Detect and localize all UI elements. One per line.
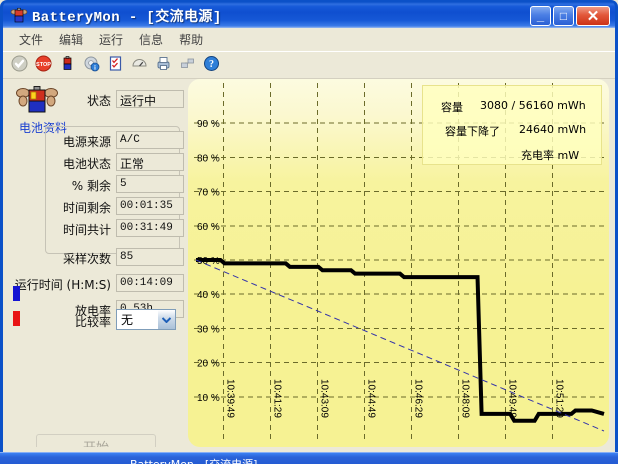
app-battery-icon — [10, 7, 28, 25]
stop-icon: STOP — [35, 55, 52, 75]
legend-charge-rate-label: 充电率 mW — [521, 149, 580, 162]
x-axis-tick: 10:48:09 — [459, 379, 470, 418]
window-controls: _ □ ✕ — [530, 6, 610, 26]
legend-drop-value: 24640 mWh — [519, 123, 587, 136]
menu-help[interactable]: 帮助 — [179, 33, 204, 47]
percent-remaining-value: 5 — [116, 175, 184, 193]
discharge-rate-label: 放电率 — [74, 304, 111, 318]
y-axis-tick: 70 % — [197, 188, 220, 199]
menu-run[interactable]: 运行 — [99, 33, 124, 47]
compare-rate-value: 无 — [121, 313, 134, 327]
print-icon — [155, 55, 172, 75]
taskbar: BatteryMon - [交流电源] — [0, 452, 618, 464]
x-axis-tick: 10:39:49 — [224, 379, 235, 418]
chart-canvas: 90 %80 %70 %60 %50 %40 %30 %20 %10 % 10:3… — [194, 83, 605, 439]
discharge-rate-swatch — [13, 286, 20, 301]
legend-capacity-value: 3080 / 56160 mWh — [480, 99, 586, 112]
frame-bottom-filler — [3, 447, 615, 453]
toolbar: STOP i — [3, 52, 615, 79]
maximize-button[interactable]: □ — [553, 6, 574, 26]
samples-label: 采样次数 — [62, 252, 111, 266]
runtime-label: 运行时间 (H:M:S) — [14, 278, 111, 292]
percent-remaining-label: % 剩余 — [71, 179, 111, 193]
taskbar-item-batterymon[interactable]: BatteryMon - [交流电源] — [130, 456, 257, 464]
x-axis-tick: 10:41:29 — [271, 379, 282, 418]
compare-rate-dropdown[interactable]: 无 — [116, 309, 176, 330]
minimize-icon: _ — [536, 8, 545, 23]
time-total-label: 时间共计 — [62, 223, 111, 237]
battery-status-value: 正常 — [116, 153, 184, 171]
time-remaining-label: 时间剩余 — [62, 201, 111, 215]
battery-info-label: 电池资料 — [19, 121, 68, 135]
y-axis-tick: 10 % — [197, 393, 220, 404]
window-title: BatteryMon - [交流电源] — [32, 10, 222, 26]
toolbar-start-button[interactable] — [8, 54, 30, 76]
close-icon: ✕ — [586, 7, 600, 25]
legend-capacity-label: 容量 — [441, 101, 463, 114]
y-axis-tick: 20 % — [197, 359, 220, 370]
toolbar-battery-button[interactable] — [56, 54, 78, 76]
x-axis-tick: 10:49:49 — [506, 379, 517, 418]
menu-info[interactable]: 信息 — [139, 33, 164, 47]
battery-chart: 90 % 80 % 70 % 60 % 50 % 40 % 30 % 20 % 10 % 10:3… — [188, 79, 609, 447]
start-icon — [11, 55, 28, 75]
checklist-icon — [107, 55, 124, 75]
power-source-value: A/C — [116, 131, 184, 149]
battery-icon — [59, 55, 76, 75]
y-axis-tick: 90 % — [197, 119, 220, 130]
gear-icon: i — [83, 55, 100, 75]
help-icon: ? — [203, 55, 220, 75]
svg-text:i: i — [94, 65, 96, 71]
runtime-value: 00:14:09 — [116, 274, 184, 292]
chart-series-line — [195, 259, 605, 432]
status-value: 运行中 — [116, 90, 184, 108]
toolbar-stop-button[interactable]: STOP — [32, 54, 54, 76]
chart-legend-box: 容量 3080 / 56160 mWh 容量下降了 24640 mWh 充电率 … — [422, 85, 602, 165]
toolbar-settings-button[interactable]: i — [80, 54, 102, 76]
x-axis-tick: 10:46:29 — [412, 379, 423, 418]
compare-rate-label: 比较率 — [74, 315, 111, 329]
maximize-icon: □ — [559, 9, 568, 23]
network-icon — [179, 55, 196, 75]
title-bar[interactable]: BatteryMon - [交流电源] _ □ ✕ — [0, 0, 618, 28]
time-total-value: 00:31:49 — [116, 219, 184, 237]
menu-bar: 文件 编辑 运行 信息 帮助 — [3, 28, 615, 52]
chart-series-line — [196, 258, 605, 423]
time-remaining-value: 00:01:35 — [116, 197, 184, 215]
chevron-down-icon[interactable] — [158, 310, 175, 329]
y-axis-tick: 80 % — [197, 153, 220, 164]
y-axis-tick: 60 % — [197, 222, 220, 233]
menu-file[interactable]: 文件 — [19, 33, 44, 47]
compare-rate-swatch — [13, 311, 20, 326]
gauge-icon — [131, 55, 148, 75]
minimize-button[interactable]: _ — [530, 6, 551, 26]
svg-text:?: ? — [209, 59, 214, 70]
samples-value: 85 — [116, 248, 184, 266]
toolbar-help-button[interactable]: ? — [200, 54, 222, 76]
status-label: 状态 — [86, 94, 111, 108]
x-axis-tick: 10:51:29 — [553, 379, 564, 418]
y-axis-tick: 30 % — [197, 324, 220, 335]
legend-drop-label: 容量下降了 — [445, 125, 500, 138]
toolbar-report-button[interactable] — [104, 54, 126, 76]
menu-edit[interactable]: 编辑 — [59, 33, 84, 47]
toolbar-print-button[interactable] — [152, 54, 174, 76]
toolbar-gauge-button[interactable] — [128, 54, 150, 76]
x-axis-tick: 10:44:49 — [365, 379, 376, 418]
y-axis-tick: 40 % — [197, 290, 220, 301]
battery-mascot-icon — [15, 84, 59, 118]
x-axis-tick: 10:43:09 — [318, 379, 329, 418]
svg-text:STOP: STOP — [36, 62, 51, 68]
power-source-label: 电源来源 — [62, 135, 111, 149]
close-button[interactable]: ✕ — [576, 6, 610, 26]
battery-info-panel: 电池资料 状态 运行中 电源来源 A/C 电池状态 正常 % 剩余 5 时间剩余… — [3, 79, 186, 459]
battery-status-label: 电池状态 — [62, 157, 111, 171]
toolbar-network-button[interactable] — [176, 54, 198, 76]
